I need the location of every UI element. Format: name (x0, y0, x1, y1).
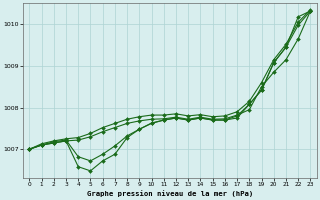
X-axis label: Graphe pression niveau de la mer (hPa): Graphe pression niveau de la mer (hPa) (87, 190, 253, 197)
